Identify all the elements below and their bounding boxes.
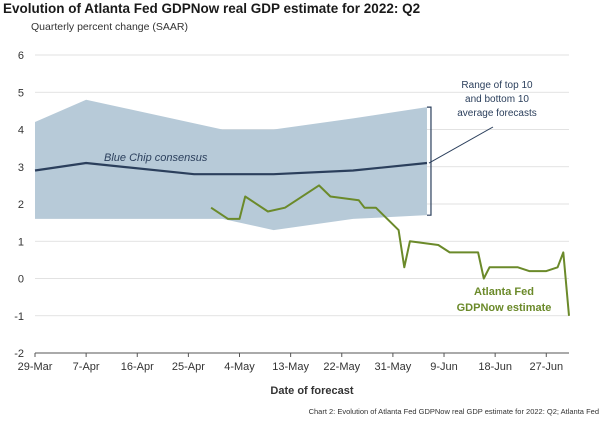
y-tick-label: -2 <box>14 348 24 360</box>
y-tick-label: 0 <box>18 274 24 286</box>
y-tick-label: 6 <box>18 50 24 62</box>
x-tick-label: 4-May <box>224 361 255 373</box>
x-tick-label: 13-May <box>272 361 309 373</box>
range-annotation-line: and bottom 10 <box>465 94 529 105</box>
x-tick-label: 9-Jun <box>430 361 458 373</box>
y-tick-label: 3 <box>18 162 24 174</box>
y-tick-label: 5 <box>18 87 24 99</box>
x-tick-label: 25-Apr <box>172 361 205 373</box>
range-bracket <box>426 106 432 216</box>
y-tick-label: 2 <box>18 199 24 211</box>
x-tick-label: 31-May <box>375 361 412 373</box>
y-tick-label: -1 <box>14 311 24 323</box>
blue-chip-label: Blue Chip consensus <box>104 152 208 164</box>
range-leader-line <box>428 126 494 164</box>
x-tick-label: 16-Apr <box>121 361 154 373</box>
gdpnow-estimate-line <box>210 184 570 316</box>
x-tick-label: 27-Jun <box>529 361 563 373</box>
blue-chip-consensus-line <box>34 161 428 176</box>
chart-subtitle: Quarterly percent change (SAAR) <box>31 21 188 33</box>
source-caption: Chart 2: Evolution of Atlanta Fed GDPNow… <box>308 407 599 416</box>
gdpnow-label-line: GDPNow estimate <box>457 302 552 314</box>
x-tick-label: 22-May <box>323 361 360 373</box>
x-tick-label: 7-Apr <box>73 361 100 373</box>
range-annotation-line: average forecasts <box>457 108 537 119</box>
x-axis-label: Date of forecast <box>270 385 353 397</box>
range-annotation-line: Range of top 10 <box>461 80 533 91</box>
x-tick-label: 29-Mar <box>18 361 53 373</box>
gdpnow-label-line: Atlanta Fed <box>474 286 534 298</box>
forecast-range-band <box>35 99 427 231</box>
y-tick-label: 4 <box>18 125 24 137</box>
y-tick-label: 1 <box>18 236 24 248</box>
x-tick-label: 18-Jun <box>478 361 512 373</box>
chart-title: Evolution of Atlanta Fed GDPNow real GDP… <box>3 1 421 16</box>
